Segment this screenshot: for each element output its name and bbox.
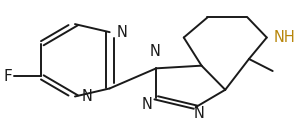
Text: F: F [3, 69, 12, 84]
Text: N: N [142, 97, 153, 112]
Text: N: N [116, 25, 127, 40]
Text: NH: NH [273, 30, 295, 45]
Text: N: N [193, 106, 204, 121]
Text: N: N [82, 89, 92, 104]
Text: N: N [149, 44, 160, 59]
